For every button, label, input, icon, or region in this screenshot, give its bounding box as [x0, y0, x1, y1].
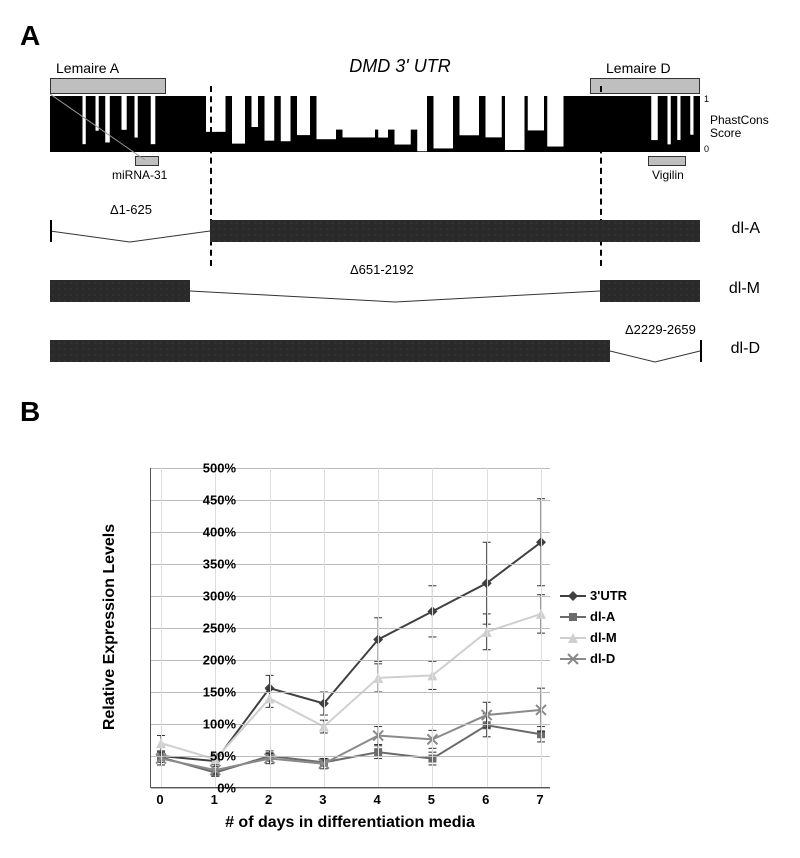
x-tick: 2 [265, 792, 272, 807]
legend-item: dl-A [560, 609, 627, 624]
construct-name: dl-M [729, 280, 760, 298]
y-tick: 100% [176, 717, 236, 732]
legend: 3'UTR dl-A dl-M dl-D [560, 588, 627, 672]
deletion-label: Δ1-625 [110, 202, 152, 217]
utr-title: DMD 3' UTR [349, 56, 450, 77]
panel-a-label: A [20, 20, 780, 52]
phastcons-min: 0 [704, 144, 709, 154]
construct-name: dl-A [732, 220, 760, 238]
deletion-label: Δ2229-2659 [625, 322, 696, 337]
y-tick: 450% [176, 493, 236, 508]
phastcons-max: 1 [704, 94, 709, 104]
construct-name: dl-D [731, 340, 760, 358]
y-tick: 200% [176, 653, 236, 668]
x-tick: 3 [319, 792, 326, 807]
vigilin-box [648, 156, 686, 166]
legend-item: 3'UTR [560, 588, 627, 603]
construct-dl-A: Δ1-625dl-A [50, 216, 750, 246]
deletion-label: Δ651-2192 [350, 262, 414, 277]
y-axis-title: Relative Expression Levels [101, 517, 119, 737]
panel-b-label: B [20, 396, 780, 428]
x-axis-title: # of days in differentiation media [150, 814, 550, 832]
construct-dl-D: Δ2229-2659dl-D [50, 336, 750, 366]
x-tick: 1 [211, 792, 218, 807]
x-tick: 4 [374, 792, 381, 807]
y-tick: 300% [176, 589, 236, 604]
vigilin-label: Vigilin [652, 168, 684, 182]
x-tick: 0 [156, 792, 163, 807]
x-tick: 7 [536, 792, 543, 807]
y-tick: 0% [176, 781, 236, 796]
legend-item: dl-D [560, 651, 627, 666]
line-chart: Relative Expression Levels # of days in … [80, 458, 640, 838]
lemaire-a-label: Lemaire A [56, 60, 119, 76]
x-tick: 5 [428, 792, 435, 807]
y-tick: 500% [176, 461, 236, 476]
lemaire-connector [50, 94, 170, 164]
construct-dl-M: Δ651-2192dl-M [50, 276, 750, 306]
x-tick: 6 [482, 792, 489, 807]
panel-b: Relative Expression Levels # of days in … [80, 458, 780, 838]
y-tick: 150% [176, 685, 236, 700]
legend-item: dl-M [560, 630, 627, 645]
lemaire-a-box [50, 78, 166, 94]
phastcons-label: PhastConsScore [710, 114, 780, 140]
y-tick: 350% [176, 557, 236, 572]
y-tick: 50% [176, 749, 236, 764]
lemaire-d-box [590, 78, 700, 94]
mirna-label: miRNA-31 [112, 168, 167, 182]
y-tick: 250% [176, 621, 236, 636]
y-tick: 400% [176, 525, 236, 540]
panel-a: DMD 3' UTR Lemaire A Lemaire D 1 0 Phast… [20, 56, 780, 376]
lemaire-d-label: Lemaire D [606, 60, 671, 76]
